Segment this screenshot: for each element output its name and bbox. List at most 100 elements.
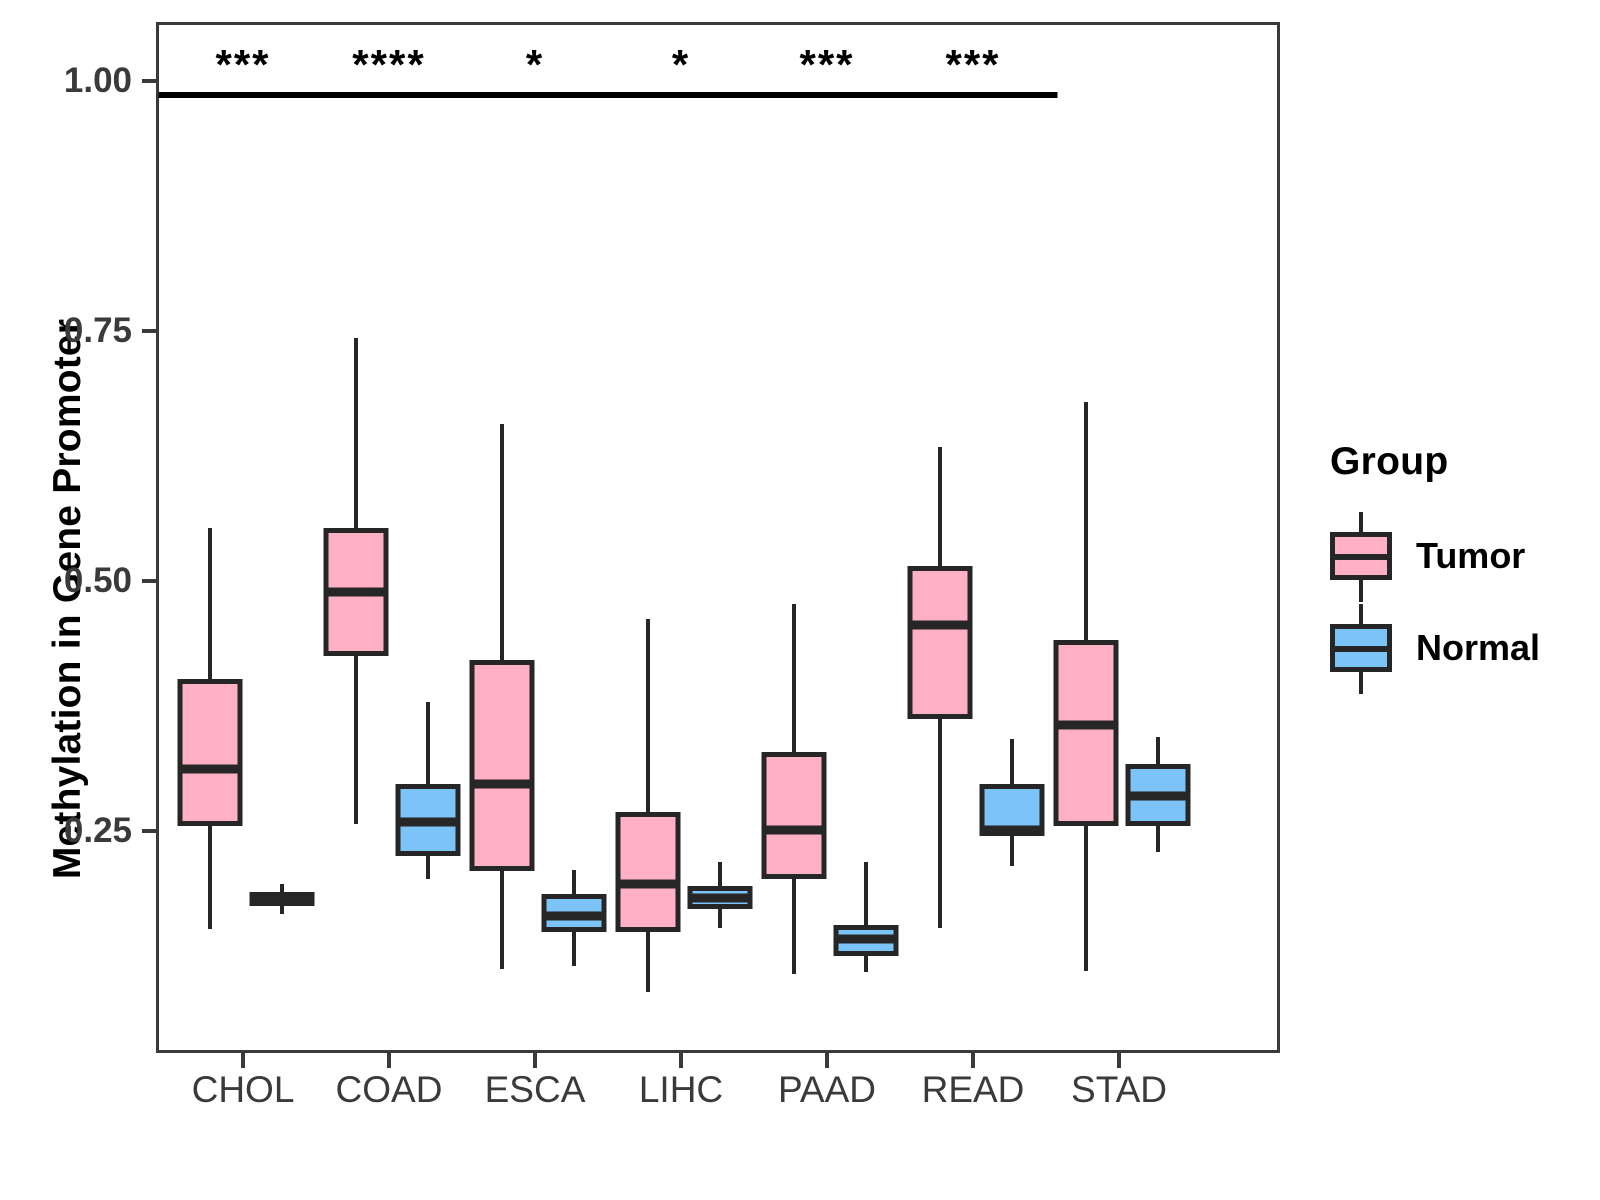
y-tick-mark bbox=[142, 829, 156, 833]
x-tick-mark bbox=[1117, 1053, 1121, 1068]
boxplot-normal-read bbox=[159, 25, 1277, 1050]
whisker-lower bbox=[646, 932, 650, 992]
median-line bbox=[979, 825, 1045, 835]
boxplot-normal-paad bbox=[159, 25, 1277, 1050]
x-tick-label-read: READ bbox=[921, 1069, 1025, 1110]
x-tick-mark bbox=[825, 1053, 829, 1068]
whisker-lower bbox=[280, 906, 284, 914]
boxplot-normal-chol bbox=[159, 25, 1277, 1050]
y-tick-mark bbox=[142, 579, 156, 583]
legend-title: Group bbox=[1330, 440, 1449, 483]
median-line bbox=[615, 879, 681, 889]
whisker-upper bbox=[354, 338, 358, 528]
median-line bbox=[687, 893, 753, 903]
x-tick-mark bbox=[387, 1053, 391, 1068]
median-line bbox=[469, 779, 535, 789]
legend: Group Tumor Normal bbox=[1330, 440, 1540, 694]
x-tick-label-chol: CHOL bbox=[191, 1069, 295, 1110]
x-tick-label-lihc: LIHC bbox=[638, 1069, 724, 1110]
significance-stars-paad: *** bbox=[799, 41, 855, 88]
whisker-lower bbox=[938, 719, 942, 928]
box-iqr bbox=[761, 752, 827, 879]
x-tick-label-esca: ESCA bbox=[484, 1069, 586, 1110]
median-line bbox=[1053, 720, 1119, 730]
plot-panel bbox=[156, 22, 1280, 1053]
y-tick-mark bbox=[142, 79, 156, 83]
boxplot-tumor-coad bbox=[159, 25, 1277, 1050]
whisker-lower bbox=[1084, 826, 1088, 971]
x-tick-label-stad: STAD bbox=[1071, 1069, 1167, 1110]
legend-whisker-upper bbox=[1359, 604, 1363, 626]
legend-whisker-lower bbox=[1359, 580, 1363, 602]
whisker-upper bbox=[646, 619, 650, 812]
boxplot-normal-esca bbox=[159, 25, 1277, 1050]
whisker-lower bbox=[1010, 836, 1014, 866]
box-iqr bbox=[615, 812, 681, 932]
legend-item-normal[interactable]: Normal bbox=[1330, 602, 1540, 694]
box-iqr bbox=[907, 566, 973, 719]
box-iqr bbox=[177, 679, 243, 826]
legend-label: Normal bbox=[1416, 627, 1541, 668]
median-line bbox=[249, 894, 315, 904]
legend-item-tumor[interactable]: Tumor bbox=[1330, 510, 1540, 602]
whisker-lower bbox=[718, 909, 722, 928]
whisker-upper bbox=[1156, 737, 1160, 764]
y-tick-label: 0.50 bbox=[63, 561, 132, 600]
boxplot-normal-coad bbox=[159, 25, 1277, 1050]
median-line bbox=[323, 587, 389, 597]
whisker-upper bbox=[1084, 402, 1088, 640]
whisker-lower bbox=[1156, 826, 1160, 852]
boxplot-tumor-paad bbox=[159, 25, 1277, 1050]
y-tick-mark bbox=[142, 329, 156, 333]
boxplot-normal-lihc bbox=[159, 25, 1277, 1050]
whisker-lower bbox=[792, 879, 796, 974]
whisker-lower bbox=[572, 932, 576, 966]
y-tick-label: 1.00 bbox=[63, 61, 132, 100]
box-iqr bbox=[469, 660, 535, 871]
x-tick-label-coad: COAD bbox=[335, 1069, 443, 1110]
significance-stars-esca: * bbox=[525, 41, 545, 88]
boxplot-normal-stad bbox=[159, 25, 1277, 1050]
boxplot-tumor-read bbox=[159, 25, 1277, 1050]
median-line bbox=[761, 825, 827, 835]
median-line bbox=[177, 764, 243, 774]
whisker-lower bbox=[426, 856, 430, 879]
boxplot-tumor-chol bbox=[159, 25, 1277, 1050]
x-tick-mark bbox=[533, 1053, 537, 1068]
whisker-upper bbox=[208, 528, 212, 679]
legend-label: Tumor bbox=[1416, 535, 1526, 576]
median-line bbox=[833, 934, 899, 944]
significance-bar-paad bbox=[742, 92, 912, 98]
whisker-lower bbox=[354, 656, 358, 824]
whisker-upper bbox=[280, 884, 284, 892]
legend-median-line bbox=[1330, 554, 1392, 560]
significance-stars-coad: **** bbox=[352, 41, 426, 88]
significance-bar-coad bbox=[304, 92, 474, 98]
legend-median-line bbox=[1330, 646, 1392, 652]
significance-bar-read bbox=[888, 92, 1058, 98]
legend-items: Tumor Normal bbox=[1330, 510, 1540, 694]
x-tick-mark bbox=[241, 1053, 245, 1068]
legend-whisker-lower bbox=[1359, 672, 1363, 694]
significance-bar-chol bbox=[158, 92, 328, 98]
significance-bar-lihc bbox=[596, 92, 766, 98]
x-tick-label-paad: PAAD bbox=[777, 1069, 877, 1110]
legend-swatch-tumor bbox=[1330, 510, 1392, 602]
median-line bbox=[395, 817, 461, 827]
whisker-upper bbox=[572, 870, 576, 894]
whisker-upper bbox=[864, 862, 868, 925]
boxplot-tumor-lihc bbox=[159, 25, 1277, 1050]
legend-swatch-normal bbox=[1330, 602, 1392, 694]
whisker-upper bbox=[500, 424, 504, 660]
whisker-lower bbox=[208, 826, 212, 929]
median-line bbox=[1125, 791, 1191, 801]
median-line bbox=[907, 620, 973, 630]
significance-stars-lihc: * bbox=[671, 41, 691, 88]
significance-stars-chol: *** bbox=[215, 41, 271, 88]
boxplot-tumor-stad bbox=[159, 25, 1277, 1050]
significance-bar-esca bbox=[450, 92, 620, 98]
whisker-upper bbox=[1010, 739, 1014, 784]
boxplot-tumor-esca bbox=[159, 25, 1277, 1050]
box-iqr bbox=[1053, 640, 1119, 826]
